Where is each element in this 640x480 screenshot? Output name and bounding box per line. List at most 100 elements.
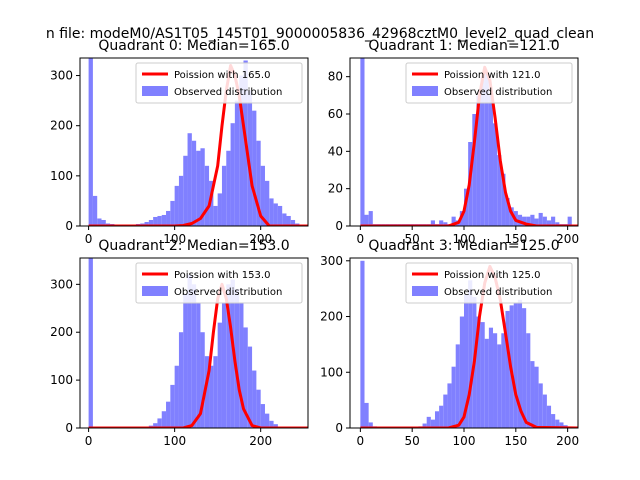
histogram-bar [480, 76, 485, 226]
histogram-bar [204, 356, 210, 428]
histogram-bar [196, 303, 201, 428]
histogram-bar [542, 394, 547, 428]
histogram-bar [166, 210, 171, 226]
histogram-bar [230, 123, 235, 226]
histogram-bar [455, 344, 460, 428]
legend-bar-swatch [142, 286, 168, 296]
histogram-bar [239, 303, 244, 428]
histogram-bar [187, 274, 192, 428]
plot-area [88, 58, 308, 226]
plot-area [360, 260, 578, 428]
legend-box [405, 262, 573, 304]
y-tick-label: 0 [335, 219, 343, 233]
histogram-bar [360, 260, 365, 428]
histogram-bar [522, 216, 527, 226]
histogram-bar [559, 422, 564, 428]
legend-box [135, 62, 303, 104]
histogram-bar [538, 383, 543, 428]
histogram-bar [505, 198, 510, 226]
histogram-bar [513, 302, 518, 428]
histogram-bar [542, 216, 547, 226]
histogram-bar [555, 419, 560, 428]
histogram-bar [468, 280, 473, 428]
histogram-bar [200, 332, 205, 428]
histogram-bar [217, 193, 222, 226]
histogram-bar [153, 423, 158, 428]
histogram-bar [464, 294, 469, 428]
histogram-bar [534, 218, 539, 226]
histogram-bar [484, 338, 489, 428]
legend: Poission with 125.0 Observed distribution [405, 262, 573, 304]
histogram-bar [174, 365, 179, 428]
histogram-bar [530, 214, 535, 226]
histogram-bar [451, 216, 456, 226]
histogram-bar [443, 222, 448, 226]
histogram-bar [526, 216, 531, 226]
chart-title: Quadrant 1: Median=121.0 [368, 38, 559, 54]
x-tick-label: 50 [405, 232, 420, 246]
histogram-bar [260, 404, 265, 428]
plot-area [88, 258, 308, 428]
histogram-bar [97, 218, 102, 226]
y-tick-label: 60 [328, 107, 343, 121]
x-tick-label: 0 [85, 434, 93, 448]
chart-panel-2: Quadrant 2: Median=153.0 0 100 200 0 100 200 30… [50, 238, 309, 448]
x-tick-label: 50 [405, 434, 420, 448]
histogram-bar [430, 419, 435, 428]
legend: Poission with 153.0 Observed distribution [135, 262, 303, 304]
histogram-bar [530, 361, 535, 428]
histogram-bar [538, 212, 543, 226]
histogram-bar [443, 394, 448, 428]
histogram-bar [522, 308, 527, 428]
legend-label: Observed distribution [444, 287, 552, 298]
x-tick-label: 200 [249, 232, 272, 246]
legend-label: Poission with 153.0 [174, 270, 270, 281]
histogram-bar [434, 411, 440, 428]
histogram-bar [200, 148, 205, 226]
y-tick-label: 80 [328, 70, 343, 84]
histogram-bar [221, 165, 227, 226]
histogram-bar [226, 284, 231, 428]
y-tick-label: 0 [335, 421, 343, 435]
legend-label: Poission with 165.0 [174, 70, 270, 81]
histogram-bar [157, 215, 162, 226]
legend-label: Observed distribution [174, 287, 282, 298]
histogram-bar [273, 424, 278, 428]
legend: Poission with 121.0 Observed distribution [405, 62, 573, 104]
histogram-bar [368, 422, 373, 428]
histogram-bar [260, 165, 265, 226]
histogram-bar [264, 180, 270, 226]
histogram-bar [447, 383, 452, 428]
histogram-bar [360, 58, 365, 226]
histogram-bar [546, 220, 552, 226]
histogram-bar [148, 219, 154, 226]
histogram-bar [551, 216, 556, 226]
figure-suptitle: n file: modeM0/AS1T05_145T01_9000005836_… [46, 26, 594, 42]
histogram-bar [157, 418, 162, 428]
x-tick-label: 150 [504, 232, 527, 246]
histogram-bar [213, 356, 218, 428]
histogram-bar [451, 366, 456, 428]
histogram-bar [217, 322, 222, 428]
chart-title: Quadrant 0: Median=165.0 [98, 38, 289, 54]
histogram-bar [269, 198, 274, 226]
chart-title: Quadrant 3: Median=125.0 [368, 238, 559, 254]
histogram-bar [213, 205, 218, 226]
histogram-bar [286, 215, 291, 226]
legend-label: Poission with 121.0 [444, 70, 540, 81]
histogram-bar [493, 333, 498, 428]
histogram-bar [501, 173, 506, 226]
histogram-bar [252, 110, 257, 226]
legend-box [135, 262, 303, 304]
histogram-bar [282, 213, 287, 226]
x-tick-label: 150 [504, 434, 527, 448]
chart-panel-3: Quadrant 3: Median=125.0 0 50 100 150 200 0 100… [320, 238, 579, 448]
histogram-bar [269, 420, 274, 428]
histogram-bar [517, 299, 523, 428]
x-tick-label: 100 [453, 434, 476, 448]
histogram-bar [247, 346, 253, 428]
histogram-bar [488, 327, 494, 428]
legend-bar-swatch [142, 86, 168, 96]
histogram-bar [430, 220, 435, 226]
